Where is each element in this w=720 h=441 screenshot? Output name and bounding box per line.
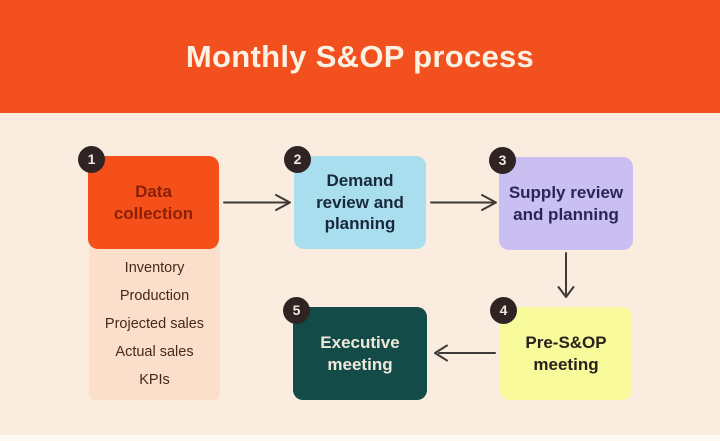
step-label: Data collection [113,181,194,223]
list-item-projected-sales: Projected sales [104,316,205,332]
list-item-inventory: Inventory [124,260,185,276]
step-label: Supply review and planning [508,182,624,224]
step-label: Executive meeting [320,332,400,374]
step-number-badge: 4 [490,297,517,324]
arrow-step4-to-step5 [434,344,496,362]
data-collection-panel: Inventory Production Projected sales Act… [89,244,220,400]
step-number-badge: 2 [284,146,311,173]
arrow-step1-to-step2 [223,194,291,211]
step-number-badge: 1 [78,146,105,173]
step-demand-review-planning: 2 Demand review and planning [284,146,426,249]
list-item-kpis: KPIs [139,372,170,388]
step-data-collection: 1 Data collection [78,146,219,249]
step-number-badge: 5 [283,297,310,324]
bottom-edge-strip [0,435,720,441]
list-item-actual-sales: Actual sales [115,344,194,360]
step-executive-meeting: 5 Executive meeting [283,297,427,400]
step-label: Pre-S&OP meeting [525,332,607,374]
page-title: Monthly S&OP process [185,38,535,74]
step-label: Demand review and planning [316,170,404,234]
step-pre-sop-meeting: 4 Pre-S&OP meeting [490,297,632,400]
step-number-badge: 3 [489,147,516,174]
header-banner: Monthly S&OP process [0,0,720,113]
arrow-step2-to-step3 [430,194,497,211]
step-supply-review-planning: 3 Supply review and planning [489,147,633,250]
arrow-step3-to-step4 [557,252,575,298]
list-item-production: Production [119,288,190,304]
